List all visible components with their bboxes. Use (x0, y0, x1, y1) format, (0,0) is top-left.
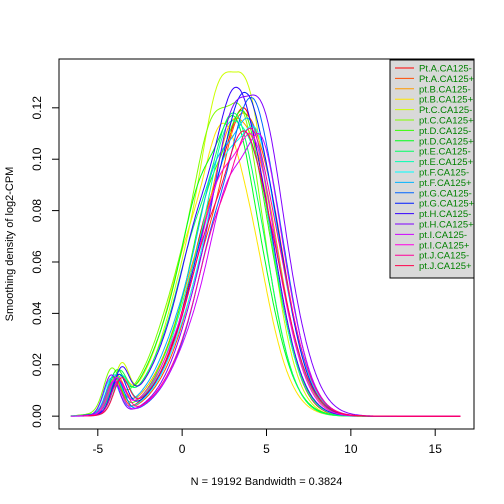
y-axis: 0.00 0.02 0.04 0.06 0.08 0.10 0.12 (30, 96, 60, 428)
legend-label: pt.E.CA125+ (419, 157, 474, 168)
legend-label: pt.J.CA125- (419, 251, 469, 262)
x-tick-label: 5 (263, 442, 270, 456)
legend-label: pt.F.CA125- (419, 168, 469, 179)
y-tick-label: 0.04 (30, 301, 44, 325)
legend-label: pt.D.CA125- (419, 126, 471, 137)
y-axis-title: Smoothing density of log2-CPM (4, 167, 16, 322)
legend-label: Pt.C.CA125- (419, 105, 472, 116)
y-tick-label: 0.00 (30, 404, 44, 428)
legend-label: pt.C.CA125+ (419, 116, 474, 127)
x-tick-label: 10 (344, 442, 358, 456)
legend-label: Pt.A.CA125- (419, 64, 472, 75)
legend-label: pt.G.CA125+ (419, 199, 475, 210)
x-tick-label: -5 (92, 442, 103, 456)
series-line (88, 130, 461, 417)
legend-label: pt.G.CA125- (419, 188, 472, 199)
legend-box (389, 59, 475, 279)
legend-label: pt.B.CA125+ (419, 95, 474, 106)
x-axis: -5 0 5 10 15 (92, 428, 443, 456)
x-axis-title: N = 19192 Bandwidth = 0.3824 (191, 476, 343, 488)
legend-label: pt.E.CA125- (419, 147, 471, 158)
legend-label: pt.F.CA125+ (419, 178, 472, 189)
legend-label: pt.J.CA125+ (419, 261, 472, 272)
y-tick-label: 0.02 (30, 353, 44, 377)
legend-label: Pt.A.CA125+ (419, 74, 475, 85)
x-tick-label: 15 (429, 442, 443, 456)
legend-label: pt.I.CA125- (419, 230, 467, 241)
legend-label: pt.H.CA125+ (419, 220, 474, 231)
legend: Pt.A.CA125-Pt.A.CA125+pt.B.CA125-pt.B.CA… (389, 59, 475, 279)
legend-label: pt.B.CA125- (419, 84, 471, 95)
y-tick-label: 0.10 (30, 147, 44, 171)
x-tick-label: 0 (179, 442, 186, 456)
y-tick-label: 0.12 (30, 96, 44, 120)
legend-label: pt.D.CA125+ (419, 136, 474, 147)
y-tick-label: 0.08 (30, 199, 44, 223)
y-tick-label: 0.06 (30, 250, 44, 274)
legend-label: pt.I.CA125+ (419, 240, 470, 251)
density-curves (70, 71, 461, 417)
legend-label: pt.H.CA125- (419, 209, 471, 220)
